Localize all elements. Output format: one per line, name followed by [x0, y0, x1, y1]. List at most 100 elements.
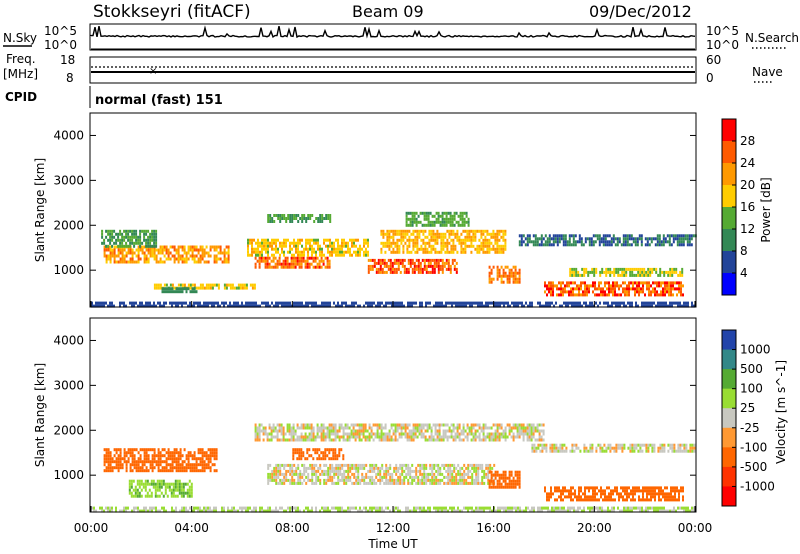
range-cell	[522, 429, 525, 433]
range-cell	[662, 492, 664, 496]
range-cell	[133, 454, 136, 458]
range-cell	[347, 244, 349, 248]
range-cell	[357, 304, 359, 308]
range-cell	[410, 250, 413, 254]
range-cell	[409, 466, 412, 470]
range-cell	[320, 432, 323, 436]
range-cell	[608, 284, 610, 288]
range-cell	[680, 281, 682, 285]
range-cell	[464, 238, 467, 242]
range-cell	[589, 446, 592, 450]
range-cell	[377, 261, 380, 265]
range-cell	[638, 293, 640, 297]
range-cell	[105, 244, 108, 248]
range-cell	[125, 451, 128, 455]
range-cell	[423, 478, 426, 482]
range-cell	[289, 214, 292, 217]
range-cell	[610, 287, 612, 291]
range-cell	[604, 495, 606, 499]
range-cell	[578, 486, 580, 490]
range-cell	[492, 232, 495, 236]
range-cell	[451, 469, 454, 473]
range-cell	[123, 238, 126, 242]
range-cell	[393, 304, 395, 308]
range-cell	[543, 446, 546, 450]
range-cell	[145, 244, 148, 248]
range-cell	[597, 304, 599, 308]
range-cell	[464, 229, 467, 233]
range-cell	[125, 229, 128, 233]
range-cell	[159, 457, 162, 461]
range-cell	[156, 479, 159, 483]
range-cell	[191, 457, 194, 461]
range-cell	[253, 250, 255, 254]
range-cell	[498, 435, 501, 439]
range-cell	[326, 256, 329, 260]
range-cell	[421, 475, 424, 479]
scatter-band	[103, 245, 230, 264]
range-cell	[492, 247, 495, 251]
range-cell	[623, 443, 626, 447]
range-cell	[375, 472, 378, 476]
range-cell	[450, 247, 453, 251]
range-cell	[568, 293, 570, 297]
range-cell	[341, 304, 343, 308]
range-cell	[295, 214, 298, 217]
range-cell	[638, 281, 640, 285]
range-cell	[652, 495, 654, 499]
range-cell	[624, 234, 627, 238]
range-cell	[167, 248, 170, 252]
range-cell	[433, 214, 436, 218]
range-cell	[462, 432, 465, 436]
range-cell	[615, 267, 618, 271]
range-cell	[454, 435, 457, 439]
range-cell	[127, 457, 130, 461]
range-cell	[496, 470, 499, 474]
range-cell	[586, 290, 588, 294]
range-cell	[272, 265, 275, 269]
range-cell	[207, 460, 210, 464]
range-cell	[588, 287, 590, 291]
range-cell	[325, 469, 328, 473]
range-cell	[335, 250, 337, 254]
range-cell	[144, 488, 147, 492]
range-cell	[345, 478, 348, 482]
range-cell	[682, 495, 684, 499]
range-cell	[287, 301, 289, 305]
range-cell	[465, 466, 468, 470]
range-cell	[453, 463, 456, 467]
range-cell	[508, 423, 511, 427]
range-cell	[418, 235, 421, 239]
range-cell	[590, 498, 592, 502]
range-cell	[117, 454, 120, 458]
range-cell	[305, 466, 308, 470]
range-cell	[362, 426, 365, 430]
range-cell	[408, 244, 411, 248]
range-cell	[482, 438, 485, 442]
range-cell	[371, 301, 373, 305]
range-cell	[395, 258, 398, 262]
range-cell	[368, 426, 371, 430]
range-cell	[291, 217, 294, 220]
range-cell	[441, 304, 443, 308]
range-cell	[494, 473, 497, 477]
range-cell	[151, 244, 154, 248]
range-cell	[131, 235, 134, 239]
range-cell	[467, 223, 470, 227]
range-cell	[602, 287, 604, 291]
range-cell	[135, 241, 138, 245]
range-cell	[560, 293, 562, 297]
range-cell	[498, 244, 501, 248]
range-cell	[301, 481, 304, 485]
range-cell	[165, 283, 168, 287]
range-cell	[469, 475, 472, 479]
range-cell	[599, 443, 602, 447]
range-cell	[398, 229, 401, 233]
range-cell	[420, 432, 423, 436]
range-cell	[524, 432, 527, 436]
range-cell	[659, 267, 662, 271]
range-cell	[321, 472, 324, 476]
range-cell	[157, 248, 160, 252]
range-cell	[113, 257, 116, 261]
range-cell	[492, 473, 495, 477]
